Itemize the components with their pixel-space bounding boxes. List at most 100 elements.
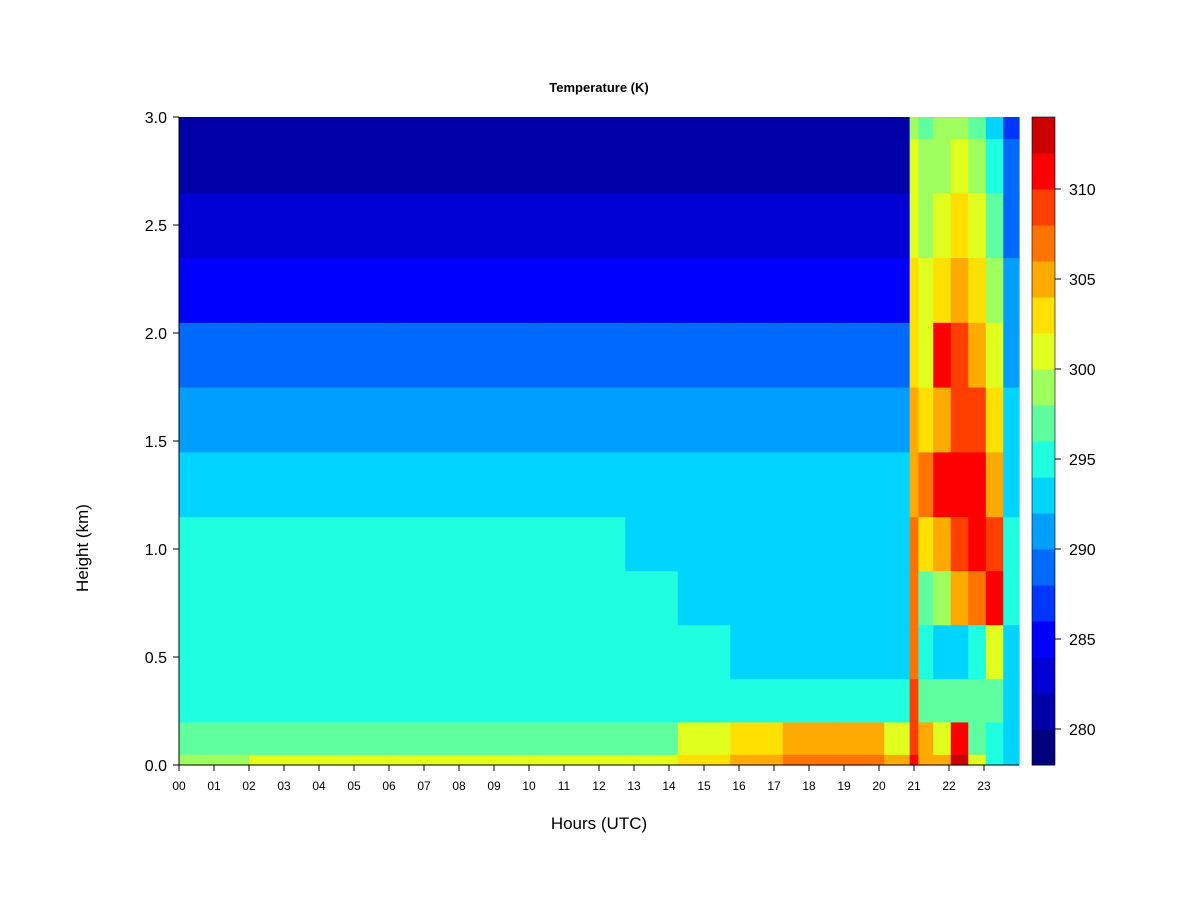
heatmap-cell [625, 192, 679, 258]
x-tick-label: 14 [662, 779, 676, 793]
heatmap-cell [179, 117, 250, 140]
heatmap-cell [884, 322, 911, 388]
heatmap-cell [730, 570, 784, 626]
heatmap-cell [625, 721, 679, 755]
x-tick-label: 10 [522, 779, 536, 793]
heatmap-cell [730, 192, 784, 258]
heatmap-cell [968, 678, 987, 723]
heatmap-cell [918, 570, 934, 626]
x-tick-label: 12 [592, 779, 606, 793]
heatmap-cell [730, 387, 784, 453]
heatmap-cell [835, 117, 885, 140]
heatmap-cell [884, 387, 911, 453]
heatmap-cell [625, 257, 679, 323]
heatmap-cell [782, 117, 836, 140]
colorbar-tick-label: 300 [1069, 362, 1096, 379]
x-tick-label: 20 [872, 779, 886, 793]
heatmap-cell [625, 138, 679, 194]
heatmap-cell [249, 570, 390, 626]
heatmap-cell [179, 678, 250, 723]
colorbar-swatch [1032, 657, 1055, 694]
heatmap-cell [782, 678, 836, 723]
heatmap-cell [1003, 192, 1020, 258]
heatmap-cell [677, 570, 731, 626]
heatmap-cell [950, 754, 969, 766]
heatmap-cell [968, 754, 987, 766]
heatmap-cell [782, 451, 836, 518]
heatmap-cell [782, 721, 836, 755]
heatmap-cell [909, 624, 919, 680]
x-tick-label: 03 [277, 779, 291, 793]
heatmap-cell [730, 322, 784, 388]
heatmap-cell [529, 721, 626, 755]
heatmap-cell [968, 192, 987, 258]
heatmap-cell [677, 322, 731, 388]
heatmap-cell [909, 117, 919, 140]
x-tick-label: 16 [732, 779, 746, 793]
x-tick-label: 08 [452, 779, 466, 793]
x-tick-label: 17 [767, 779, 781, 793]
heatmap-cell [677, 754, 731, 766]
heatmap-cell [529, 138, 626, 194]
heatmap-cell [933, 516, 952, 572]
y-tick-label: 1.5 [145, 434, 167, 451]
heatmap-cell [249, 451, 390, 518]
heatmap-cell [950, 322, 969, 388]
heatmap-cell [918, 117, 934, 140]
heatmap-cell [835, 516, 885, 572]
x-tick-label: 02 [242, 779, 256, 793]
heatmap-cell [985, 138, 1004, 194]
heatmap-cell [968, 257, 987, 323]
heatmap-cell [249, 678, 390, 723]
heatmap-cell [529, 570, 626, 626]
heatmap-cell [529, 257, 626, 323]
heatmap-cell [677, 138, 731, 194]
y-tick-label: 0.0 [145, 758, 167, 775]
heatmap-cell [625, 624, 679, 680]
x-tick-label: 04 [312, 779, 326, 793]
heatmap-cell [1003, 624, 1020, 680]
heatmap-cell [933, 387, 952, 453]
heatmap-cell [968, 624, 987, 680]
x-tick-label: 21 [907, 779, 921, 793]
heatmap-cell [249, 387, 390, 453]
colorbar-tick-label: 295 [1069, 452, 1096, 469]
heatmap-cell [950, 117, 969, 140]
heatmap-cell [782, 322, 836, 388]
colorbar-swatch [1032, 441, 1055, 478]
heatmap-cell [918, 387, 934, 453]
heatmap-cell [625, 678, 679, 723]
heatmap-cell [625, 322, 679, 388]
heatmap-cell [179, 451, 250, 518]
y-tick-label: 2.5 [145, 218, 167, 235]
heatmap-cell [677, 721, 731, 755]
heatmap-cell [730, 678, 784, 723]
heatmap-plot-area [179, 117, 1020, 766]
colorbar-swatch [1032, 513, 1055, 550]
heatmap-cell [730, 624, 784, 680]
heatmap-cell [909, 387, 919, 453]
heatmap-cell [933, 721, 952, 755]
heatmap-cell [730, 451, 784, 518]
heatmap-cell [782, 387, 836, 453]
heatmap-cell [529, 624, 626, 680]
heatmap-cell [950, 138, 969, 194]
x-tick-label: 05 [347, 779, 361, 793]
heatmap-cell [1003, 754, 1020, 766]
colorbar-tick-label: 285 [1069, 632, 1096, 649]
colorbar-swatch [1032, 261, 1055, 298]
heatmap-cell [909, 570, 919, 626]
heatmap-cell [782, 570, 836, 626]
heatmap-cell [968, 451, 987, 518]
heatmap-cell [968, 387, 987, 453]
heatmap-cell [389, 754, 530, 766]
heatmap-cell [249, 516, 390, 572]
heatmap-cell [884, 721, 911, 755]
heatmap-cell [985, 257, 1004, 323]
heatmap-cell [909, 678, 919, 723]
heatmap-cell [782, 138, 836, 194]
x-tick-label: 13 [627, 779, 641, 793]
heatmap-cell [835, 624, 885, 680]
heatmap-cell [179, 624, 250, 680]
heatmap-cell [909, 451, 919, 518]
